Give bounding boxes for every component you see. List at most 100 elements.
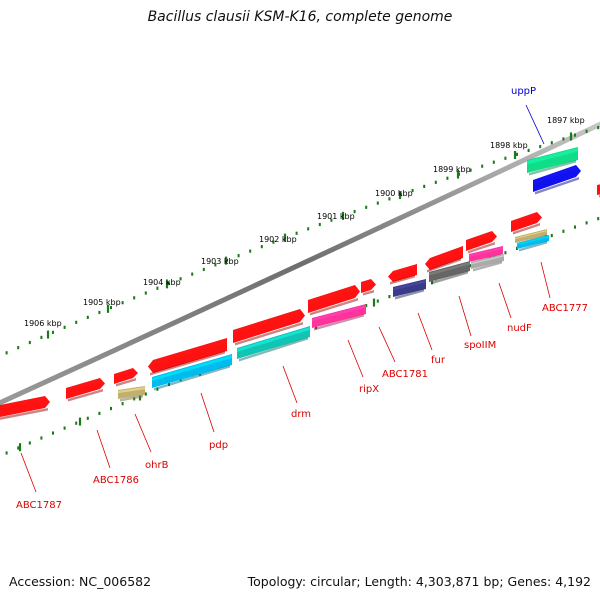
gene-label-pdp: pdp bbox=[209, 440, 228, 451]
minor-tick bbox=[5, 451, 8, 455]
genome-backbone bbox=[0, 121, 600, 406]
minor-tick bbox=[133, 296, 136, 300]
leader-ABC1787 bbox=[20, 452, 37, 493]
minor-tick bbox=[168, 281, 170, 286]
gene-fwd-small bbox=[361, 279, 376, 296]
major-tick bbox=[456, 170, 460, 179]
leader-ohrB bbox=[134, 413, 152, 453]
minor-tick bbox=[365, 303, 368, 308]
minor-tick bbox=[492, 160, 495, 164]
gene-uppP-fwd bbox=[527, 147, 578, 176]
gene-ripX bbox=[312, 304, 366, 331]
gene-label-ABC1777: ABC1777 bbox=[542, 303, 588, 314]
scale-label-1899: 1899 kbp bbox=[433, 165, 471, 174]
minor-tick bbox=[86, 416, 89, 420]
minor-tick bbox=[365, 205, 368, 209]
gene-drm-fwd bbox=[233, 309, 305, 346]
minor-tick bbox=[469, 264, 472, 268]
major-tick bbox=[165, 280, 169, 289]
minor-tick bbox=[585, 129, 588, 133]
minor-tick bbox=[121, 402, 124, 406]
gene-ripX-fwd bbox=[308, 285, 360, 316]
major-tick bbox=[224, 256, 228, 265]
leader-ripX bbox=[347, 339, 364, 378]
major-tick bbox=[341, 211, 345, 220]
scale-label-1900: 1900 kbp bbox=[375, 189, 413, 198]
leader-nudF bbox=[498, 282, 512, 319]
gene-features bbox=[0, 147, 600, 420]
minor-tick bbox=[63, 426, 66, 430]
minor-tick bbox=[353, 209, 356, 214]
minor-tick bbox=[574, 133, 576, 137]
minor-tick bbox=[110, 406, 112, 411]
minor-tick bbox=[376, 299, 379, 303]
gene-label-drm: drm bbox=[291, 409, 311, 420]
minor-tick bbox=[52, 431, 54, 435]
major-tick bbox=[46, 330, 50, 339]
gene-pdp bbox=[152, 354, 232, 391]
gene-label-ohrB: ohrB bbox=[145, 460, 169, 471]
leader-spoIIM bbox=[458, 295, 472, 337]
map-title: Bacillus clausii KSM-K16, complete genom… bbox=[147, 9, 453, 25]
gene-label-fur: fur bbox=[431, 355, 446, 366]
minor-tick bbox=[295, 231, 298, 235]
minor-tick bbox=[423, 184, 426, 189]
minor-tick bbox=[75, 421, 78, 425]
major-tick bbox=[569, 132, 573, 141]
minor-tick bbox=[504, 251, 507, 255]
gene-uppP bbox=[533, 165, 581, 195]
scale-label-1906: 1906 kbp bbox=[24, 319, 62, 328]
leader-drm bbox=[282, 365, 298, 404]
leader-fur bbox=[417, 312, 433, 351]
minor-tick bbox=[516, 152, 518, 156]
gene-label-ripX: ripX bbox=[359, 384, 379, 395]
minor-tick bbox=[597, 217, 600, 221]
minor-tick bbox=[63, 325, 66, 329]
minor-tick bbox=[411, 188, 414, 193]
gene-ABC1777b bbox=[517, 235, 549, 252]
leader-lines bbox=[20, 104, 551, 493]
gene-spoIIM bbox=[429, 261, 470, 285]
gene-label-uppP: uppP bbox=[511, 86, 536, 97]
minor-tick bbox=[272, 240, 275, 244]
leader-pdp bbox=[200, 392, 215, 433]
minor-tick bbox=[527, 148, 530, 153]
gene-label-ABC1781: ABC1781 bbox=[382, 369, 428, 380]
minor-tick bbox=[17, 346, 20, 350]
minor-tick bbox=[17, 446, 20, 450]
minor-tick bbox=[388, 197, 391, 201]
minor-tick bbox=[202, 267, 205, 272]
leader-ABC1777 bbox=[540, 261, 551, 299]
gene-labels: uppP ABC1777 nudF spoIIM fur ABC1781 rip… bbox=[16, 86, 588, 511]
gene-fur bbox=[393, 279, 426, 300]
major-tick bbox=[78, 417, 82, 426]
minor-tick bbox=[434, 180, 437, 184]
major-tick bbox=[106, 304, 110, 313]
outer-scale-ring bbox=[5, 125, 600, 355]
minor-tick bbox=[550, 141, 553, 145]
major-tick bbox=[398, 191, 402, 200]
major-tick bbox=[513, 151, 517, 160]
scale-label-1902: 1902 kbp bbox=[259, 235, 297, 244]
minor-tick bbox=[40, 436, 43, 440]
minor-tick bbox=[469, 168, 472, 172]
minor-tick bbox=[446, 176, 449, 180]
leader-uppP bbox=[525, 104, 545, 145]
minor-tick bbox=[98, 310, 101, 315]
minor-tick bbox=[28, 340, 31, 345]
gene-ABC1781-fwd bbox=[388, 264, 417, 285]
minor-tick bbox=[5, 351, 8, 355]
gene-label-spoIIM: spoIIM bbox=[464, 340, 496, 351]
minor-tick bbox=[121, 301, 124, 305]
leader-ABC1786 bbox=[96, 429, 111, 469]
minor-tick bbox=[597, 125, 600, 130]
major-tick bbox=[18, 443, 22, 452]
minor-tick bbox=[144, 291, 147, 295]
scale-label-1903: 1903 kbp bbox=[201, 257, 239, 266]
minor-tick bbox=[307, 227, 310, 231]
minor-tick bbox=[388, 295, 391, 299]
minor-tick bbox=[144, 392, 147, 396]
scale-label-1905: 1905 kbp bbox=[83, 298, 121, 307]
gene-ohrB-fwd bbox=[114, 368, 138, 387]
minor-tick bbox=[539, 144, 542, 149]
